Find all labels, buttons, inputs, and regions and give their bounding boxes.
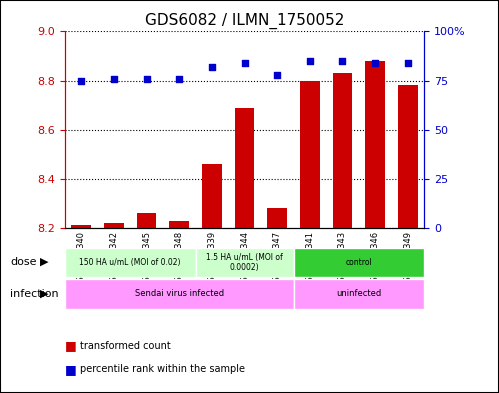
Text: uninfected: uninfected <box>336 289 381 298</box>
Point <box>175 75 183 82</box>
FancyBboxPatch shape <box>196 248 293 277</box>
Point <box>208 64 216 70</box>
Text: 1.5 HA u/mL (MOI of
0.0002): 1.5 HA u/mL (MOI of 0.0002) <box>206 253 283 272</box>
Bar <box>202 164 222 228</box>
Text: infection: infection <box>10 288 58 299</box>
Point <box>306 58 314 64</box>
Bar <box>365 61 385 228</box>
Bar <box>169 220 189 228</box>
Text: dose: dose <box>10 257 36 267</box>
Point <box>143 75 151 82</box>
Text: ■: ■ <box>65 339 77 353</box>
Point <box>371 60 379 66</box>
Point <box>338 58 346 64</box>
Bar <box>267 208 287 228</box>
Point <box>241 60 249 66</box>
Bar <box>300 81 320 228</box>
Point <box>404 60 412 66</box>
Bar <box>137 213 156 228</box>
Text: ▶: ▶ <box>40 257 48 267</box>
Title: GDS6082 / ILMN_1750052: GDS6082 / ILMN_1750052 <box>145 13 344 29</box>
Bar <box>71 226 91 228</box>
FancyBboxPatch shape <box>293 248 424 277</box>
Text: Sendai virus infected: Sendai virus infected <box>135 289 224 298</box>
FancyBboxPatch shape <box>65 279 293 309</box>
Point <box>77 77 85 84</box>
FancyBboxPatch shape <box>293 279 424 309</box>
Point <box>110 75 118 82</box>
Text: transformed count: transformed count <box>80 341 171 351</box>
Text: ▶: ▶ <box>40 288 48 299</box>
Bar <box>398 85 418 228</box>
Text: ■: ■ <box>65 363 77 376</box>
Point <box>273 72 281 78</box>
Bar <box>235 108 254 228</box>
Text: percentile rank within the sample: percentile rank within the sample <box>80 364 245 375</box>
FancyBboxPatch shape <box>65 248 196 277</box>
Text: 150 HA u/mL (MOI of 0.02): 150 HA u/mL (MOI of 0.02) <box>79 258 181 267</box>
Bar <box>104 223 124 228</box>
Text: control: control <box>345 258 372 267</box>
Bar <box>333 73 352 228</box>
